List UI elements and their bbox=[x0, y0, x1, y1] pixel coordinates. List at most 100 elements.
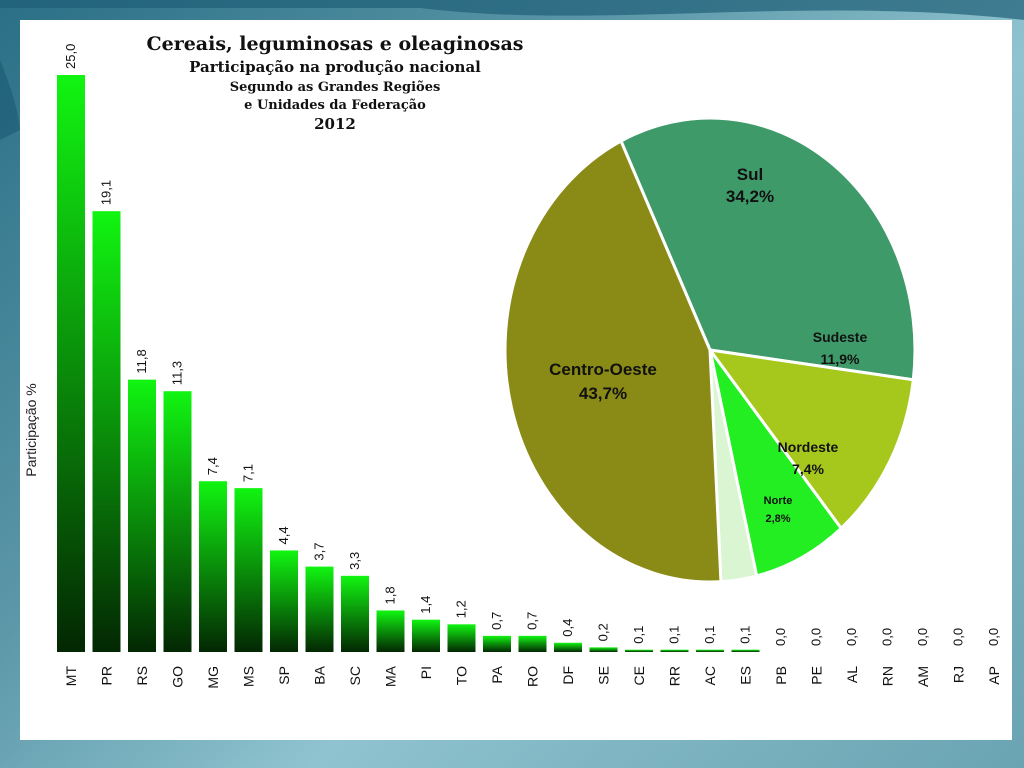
bar-value-label: 25,0 bbox=[63, 44, 78, 69]
bar-value-label: 0,0 bbox=[773, 628, 788, 646]
bar-value-label: 0,0 bbox=[915, 628, 930, 646]
bar-RR bbox=[660, 649, 689, 652]
category-label: GO bbox=[170, 666, 186, 688]
category-label: AL bbox=[844, 666, 860, 683]
pie-label-value: 11,9% bbox=[821, 351, 860, 367]
category-label: TO bbox=[454, 666, 470, 685]
category-label: MT bbox=[63, 666, 79, 687]
y-axis-label: Participação % bbox=[23, 383, 39, 476]
category-label: RS bbox=[134, 666, 150, 685]
bar-value-label: 3,7 bbox=[312, 543, 327, 561]
bar-ES bbox=[731, 649, 760, 652]
pie-label-value: 2,8% bbox=[765, 513, 790, 525]
category-label: MS bbox=[241, 666, 257, 687]
bar-value-label: 0,4 bbox=[560, 619, 575, 637]
pie-label-value: 43,7% bbox=[579, 384, 627, 403]
bar-value-label: 0,0 bbox=[986, 628, 1001, 646]
category-label: ES bbox=[738, 666, 754, 685]
category-label: SC bbox=[347, 666, 363, 685]
category-label: RJ bbox=[951, 666, 967, 683]
bar-MT bbox=[57, 75, 85, 652]
bar-GO bbox=[163, 391, 192, 652]
category-label: RN bbox=[880, 666, 896, 686]
bar-PR bbox=[92, 211, 121, 652]
bar-value-label: 7,1 bbox=[241, 464, 256, 482]
bar-SP bbox=[270, 550, 298, 652]
bar-value-label: 7,4 bbox=[205, 457, 220, 475]
bar-value-label: 0,7 bbox=[489, 612, 504, 630]
category-label: MA bbox=[383, 665, 399, 687]
category-label: SP bbox=[276, 666, 292, 685]
category-label: AC bbox=[702, 666, 718, 685]
category-label: RR bbox=[667, 666, 683, 686]
title-line-3: Segundo as Grandes Regiões bbox=[230, 80, 441, 95]
bar-AC bbox=[696, 649, 724, 652]
chart-title: Cereais, leguminosas e oleaginosas Parti… bbox=[147, 33, 524, 133]
bar-value-label: 0,1 bbox=[631, 626, 646, 644]
pie-slice-sudeste bbox=[706, 347, 915, 531]
bar-value-label: 0,1 bbox=[667, 626, 682, 644]
bar-series: 25,0 MT 19,1 PR 11,8 RS 11,3 GO 7,4 MG 7,1 MS 4,4 SP 3… bbox=[57, 44, 1002, 689]
pie-label-name: Sudeste bbox=[813, 329, 868, 345]
bar-value-label: 0,1 bbox=[702, 626, 717, 644]
category-label: CE bbox=[631, 666, 647, 685]
bar-value-label: 0,0 bbox=[844, 628, 859, 646]
bar-CE bbox=[625, 649, 653, 652]
bar-MA bbox=[376, 610, 405, 652]
bar-MS bbox=[234, 488, 263, 652]
pie-slice-centro-oeste bbox=[503, 138, 723, 584]
category-label: PB bbox=[773, 666, 789, 685]
title-line-2: Participação na produção nacional bbox=[189, 58, 481, 76]
pie-label-name: Norte bbox=[764, 495, 793, 507]
title-line-4: e Unidades da Federação bbox=[244, 98, 426, 113]
pie-label-value: 7,4% bbox=[792, 461, 824, 477]
category-label: AM bbox=[915, 666, 931, 687]
bar-value-label: 11,8 bbox=[134, 349, 149, 373]
bar-PA bbox=[483, 635, 511, 652]
category-label: BA bbox=[312, 665, 328, 684]
pie-label-name: Centro-Oeste bbox=[549, 360, 657, 379]
pie-label-value: 34,2% bbox=[726, 187, 774, 206]
bar-RS bbox=[128, 379, 156, 652]
pie-label-name: Nordeste bbox=[778, 439, 839, 455]
category-label: DF bbox=[560, 666, 576, 685]
title-line-1: Cereais, leguminosas e oleaginosas bbox=[147, 33, 524, 55]
bar-value-label: 1,8 bbox=[383, 586, 398, 604]
pie-chart: Sul 34,2% Sudeste 11,9% Nordeste 7,4% Norte 2,8… bbox=[503, 116, 917, 584]
bar-value-label: 0,0 bbox=[951, 628, 966, 646]
chart-canvas: Cereais, leguminosas e oleaginosas Parti… bbox=[23, 33, 1002, 689]
slide-swoosh-top bbox=[0, 0, 1024, 20]
category-label: MG bbox=[205, 666, 221, 689]
bar-BA bbox=[305, 566, 334, 652]
bar-MG bbox=[199, 481, 227, 652]
bar-TO bbox=[447, 624, 476, 652]
pie-slice-nordeste bbox=[708, 349, 844, 578]
slide-swoosh-left bbox=[0, 60, 20, 140]
bar-PI bbox=[412, 619, 440, 652]
category-label: SE bbox=[596, 666, 612, 685]
chart-panel: Cereais, leguminosas e oleaginosas Parti… bbox=[20, 20, 1012, 740]
bar-value-label: 0,0 bbox=[880, 628, 895, 646]
category-label: AP bbox=[986, 666, 1002, 685]
category-label: PE bbox=[809, 666, 825, 685]
bar-RO bbox=[518, 635, 547, 652]
bar-value-label: 1,4 bbox=[418, 596, 433, 614]
pie-label-name: Sul bbox=[737, 165, 763, 184]
bar-value-label: 11,3 bbox=[170, 361, 185, 385]
bar-value-label: 0,1 bbox=[738, 626, 753, 644]
category-label: PA bbox=[489, 665, 505, 683]
bar-DF bbox=[554, 642, 582, 652]
bar-value-label: 0,2 bbox=[596, 623, 611, 641]
category-label: PI bbox=[418, 666, 434, 679]
bar-SE bbox=[589, 647, 618, 652]
bar-value-label: 3,3 bbox=[347, 552, 362, 570]
category-label: PR bbox=[99, 666, 115, 685]
bar-value-label: 4,4 bbox=[276, 526, 291, 544]
bar-value-label: 1,2 bbox=[454, 600, 469, 618]
pie-slice-sul bbox=[619, 116, 917, 382]
title-line-5: 2012 bbox=[314, 115, 356, 133]
bar-value-label: 0,0 bbox=[809, 628, 824, 646]
bar-value-label: 19,1 bbox=[99, 180, 114, 205]
category-label: RO bbox=[525, 666, 541, 687]
